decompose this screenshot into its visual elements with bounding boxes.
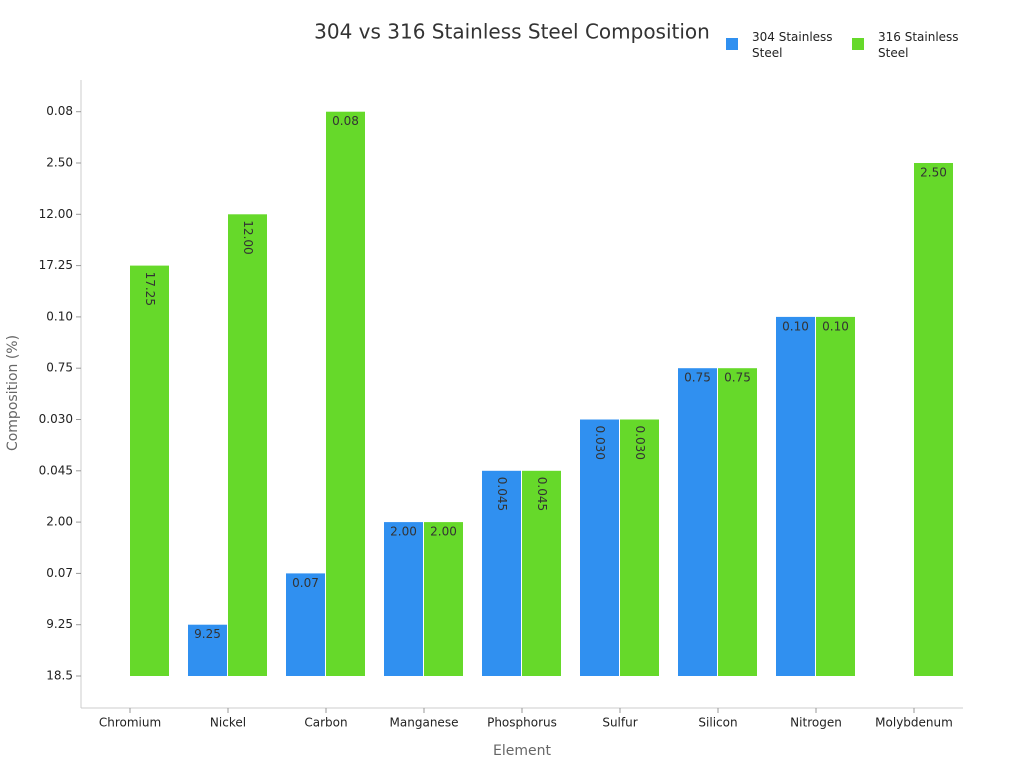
x-tick-label: Chromium <box>99 716 161 730</box>
y-tick-label: 18.5 <box>46 669 73 683</box>
legend-swatch <box>726 38 738 50</box>
bar <box>816 316 855 676</box>
data-label: 0.10 <box>822 319 849 333</box>
x-tick-label: Nickel <box>210 716 246 730</box>
y-tick-label: 2.50 <box>46 156 73 170</box>
data-label: 0.08 <box>332 114 359 128</box>
data-label: 17.25 <box>143 272 157 306</box>
data-label: 0.10 <box>782 319 809 333</box>
x-tick-label: Manganese <box>390 716 459 730</box>
y-tick-label: 0.08 <box>46 104 73 118</box>
y-tick-label: 0.10 <box>46 309 73 323</box>
bar <box>914 163 953 676</box>
x-tick-label: Carbon <box>304 716 347 730</box>
bar <box>718 368 757 676</box>
bar <box>326 111 365 676</box>
data-label: 0.045 <box>495 477 509 511</box>
data-label: 9.25 <box>194 627 221 641</box>
y-tick-label: 0.75 <box>46 361 73 375</box>
data-label: 0.045 <box>535 477 549 511</box>
data-label: 2.00 <box>390 525 417 539</box>
y-tick-label: 17.25 <box>39 258 73 272</box>
data-label: 2.00 <box>430 525 457 539</box>
legend-label: 304 Stainless Steel <box>752 30 833 60</box>
data-label: 0.75 <box>684 371 711 385</box>
bar <box>580 419 619 676</box>
bar <box>384 522 423 676</box>
legend-swatch <box>852 38 864 50</box>
bar <box>482 470 521 676</box>
y-tick-label: 0.030 <box>39 412 73 426</box>
data-label: 0.75 <box>724 371 751 385</box>
x-tick-label: Molybdenum <box>875 716 953 730</box>
y-tick-label: 2.00 <box>46 515 73 529</box>
x-tick-label: Phosphorus <box>487 716 557 730</box>
chart-title: 304 vs 316 Stainless Steel Composition <box>314 20 710 44</box>
bar <box>228 214 267 677</box>
y-tick-label: 0.045 <box>39 463 73 477</box>
x-tick-label: Silicon <box>698 716 737 730</box>
legend-label: 316 Stainless Steel <box>878 30 959 60</box>
bar <box>424 522 463 676</box>
data-label: 0.07 <box>292 576 319 590</box>
bar <box>286 573 325 676</box>
x-axis-title: Element <box>493 743 551 759</box>
x-tick-label: Sulfur <box>602 716 637 730</box>
y-tick-label: 12.00 <box>39 207 73 221</box>
bar <box>522 470 561 676</box>
y-tick-label: 0.07 <box>46 566 73 580</box>
data-label: 0.030 <box>593 426 607 460</box>
y-axis-title: Composition (%) <box>5 335 21 451</box>
bar <box>130 265 169 676</box>
bar <box>776 316 815 676</box>
bar <box>188 624 227 676</box>
data-label: 2.50 <box>920 166 947 180</box>
data-label: 0.030 <box>633 426 647 460</box>
x-tick-label: Nitrogen <box>790 716 842 730</box>
y-tick-label: 9.25 <box>46 617 73 631</box>
bar <box>678 368 717 676</box>
data-label: 12.00 <box>241 220 255 254</box>
bar <box>620 419 659 676</box>
